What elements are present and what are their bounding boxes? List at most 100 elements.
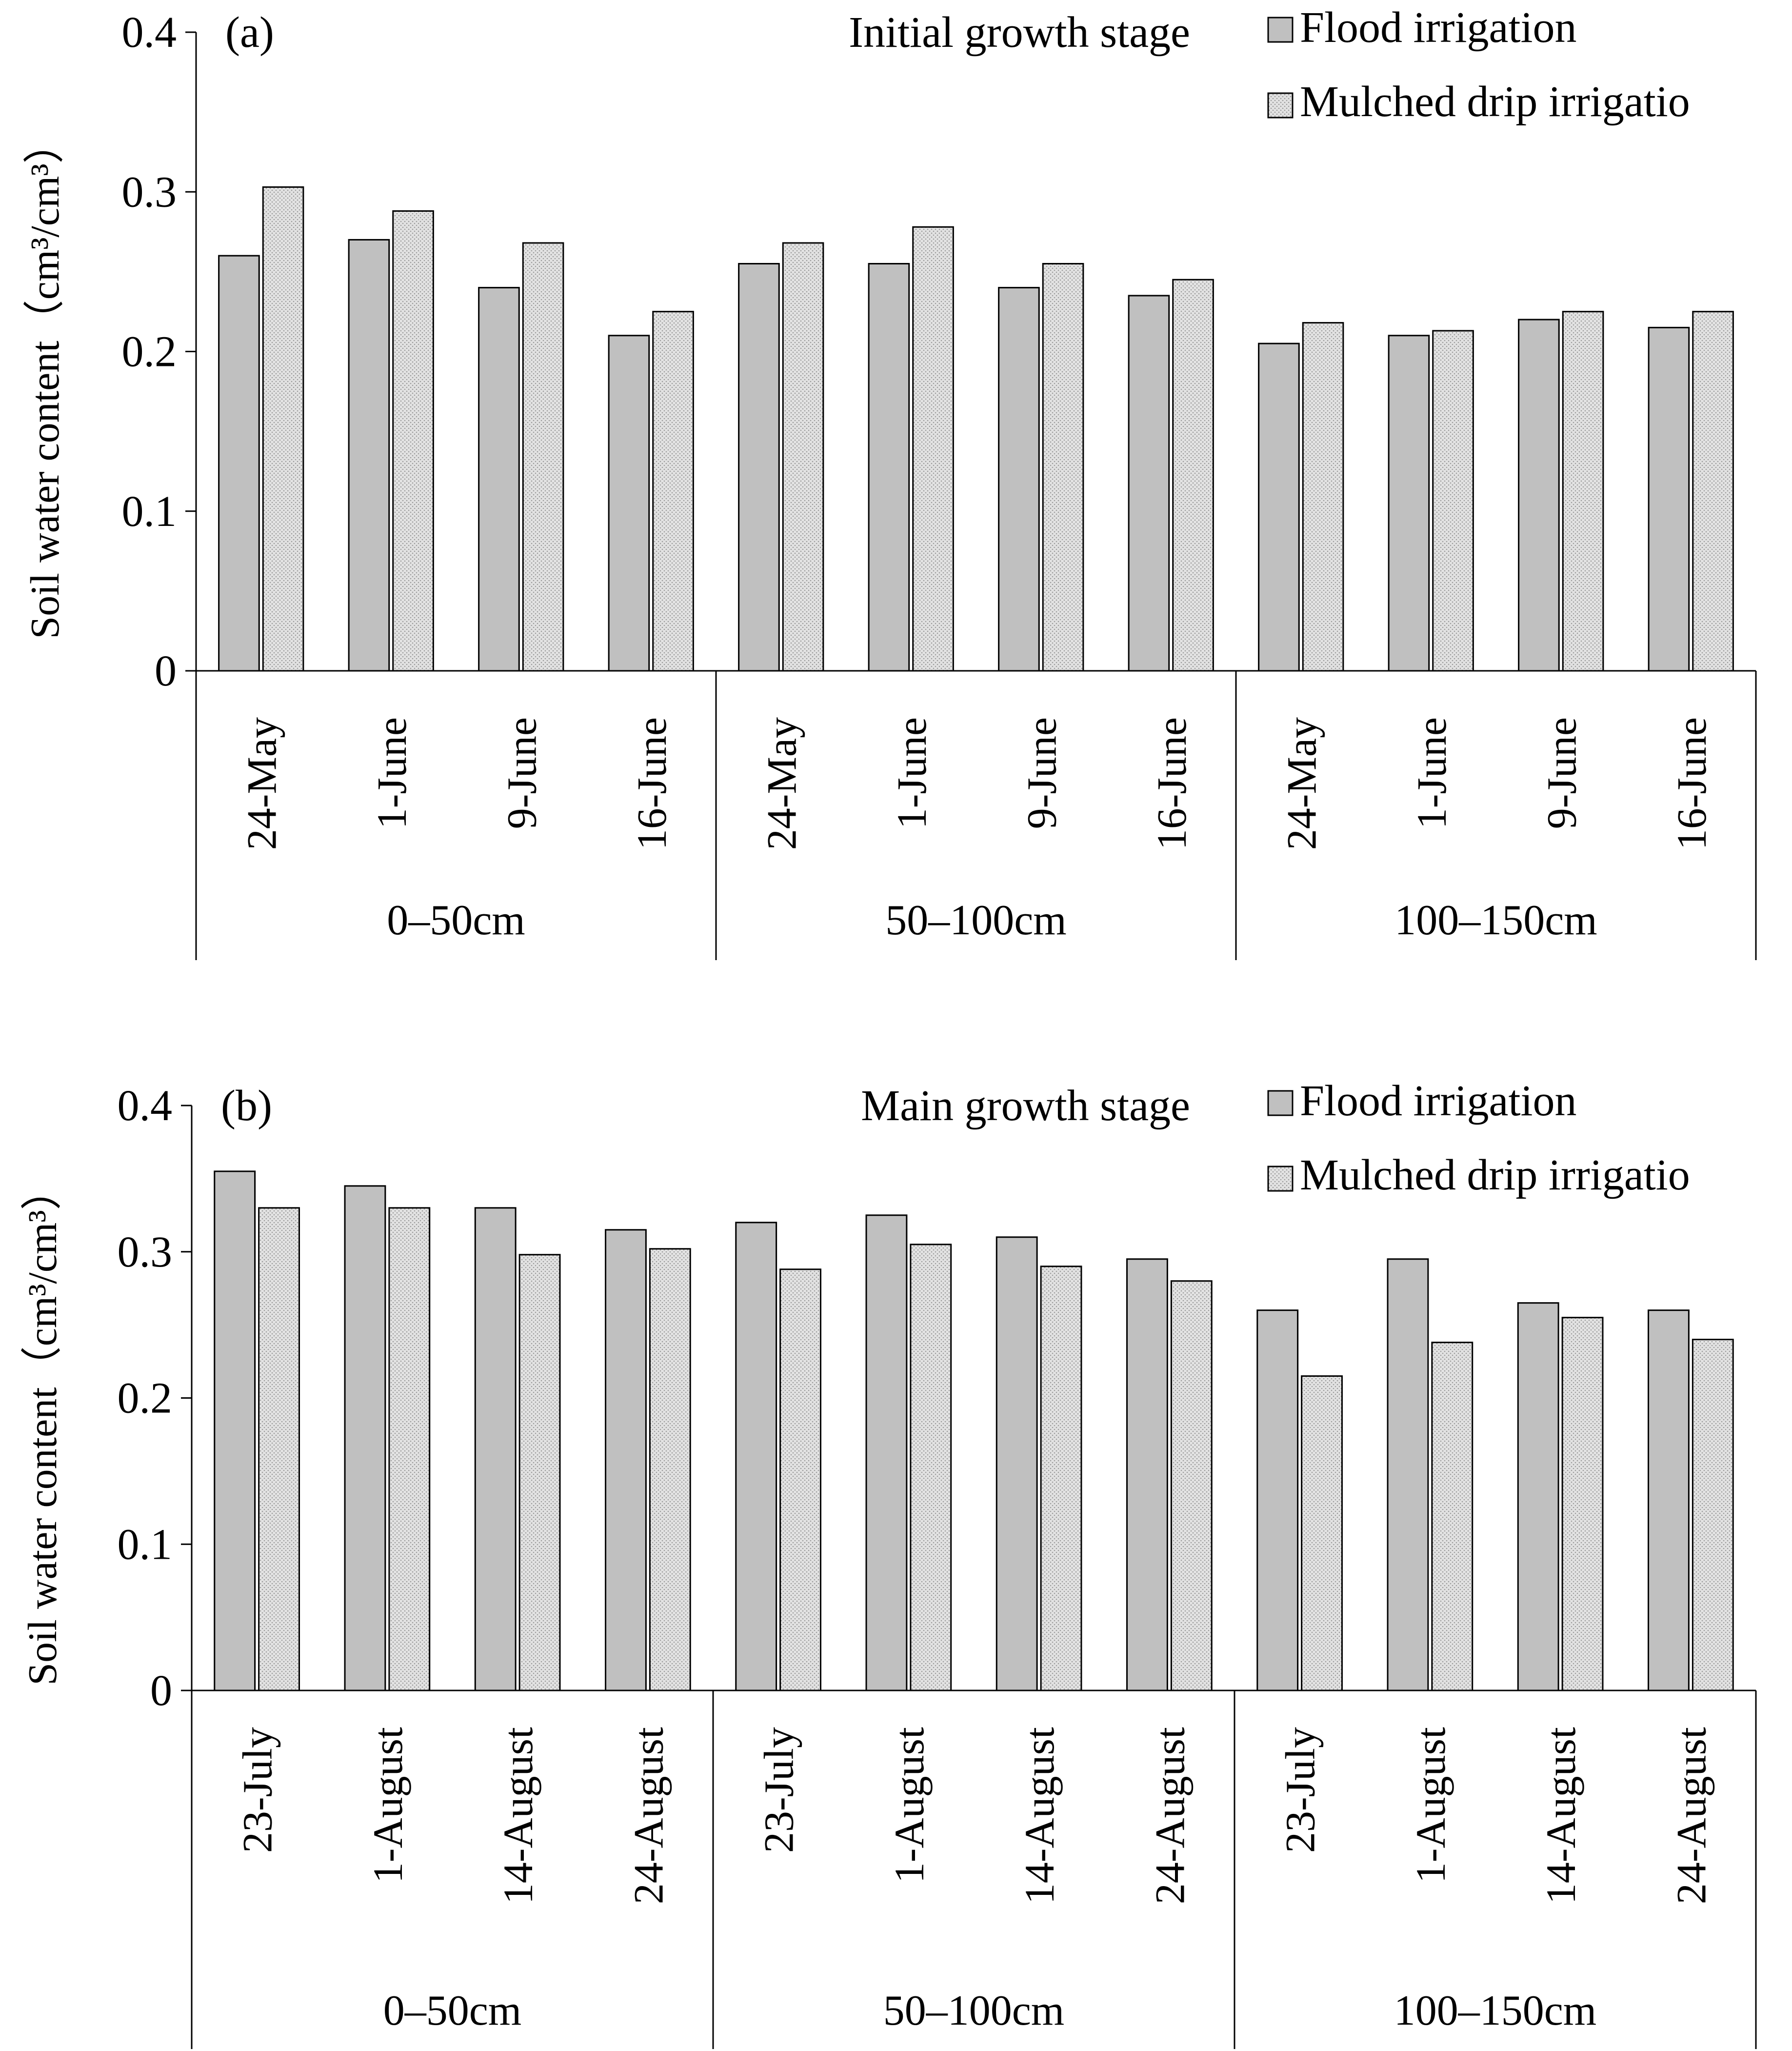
bar-mulched-drip-irrigation (1432, 330, 1474, 672)
bar-flood-irrigation (996, 1236, 1038, 1691)
x-category-label: 23-July (756, 1727, 802, 1853)
bar-mulched-drip-irrigation (649, 1248, 691, 1691)
y-tick-label: 0.3 (118, 1228, 173, 1276)
panel-label: (a) (225, 8, 274, 57)
bar-flood-irrigation (998, 287, 1040, 672)
y-axis-label: Soil water content（cm³/cm³） (20, 1169, 65, 1685)
x-category-label: 16-June (1668, 717, 1715, 850)
bar-flood-irrigation (474, 1207, 517, 1691)
bar-mulched-drip-irrigation (522, 242, 564, 672)
legend-label-flood: Flood irrigation (1300, 1077, 1576, 1125)
bar-flood-irrigation (1258, 342, 1300, 672)
bar-flood-irrigation (1648, 1309, 1690, 1691)
bar-flood-irrigation (605, 1229, 647, 1691)
bar-flood-irrigation (1387, 1258, 1429, 1691)
bar-flood-irrigation (214, 1170, 256, 1691)
bar-mulched-drip-irrigation (518, 1254, 561, 1691)
bar-flood-irrigation (1256, 1309, 1299, 1691)
bar-flood-irrigation (735, 1222, 777, 1691)
y-tick-label: 0.3 (122, 168, 177, 216)
bar-flood-irrigation (608, 335, 650, 672)
legend-label-flood: Flood irrigation (1300, 3, 1576, 52)
x-category-label: 1-August (1407, 1727, 1454, 1883)
bar-mulched-drip-irrigation (1562, 311, 1604, 672)
bar-mulched-drip-irrigation (388, 1207, 431, 1691)
bar-mulched-drip-irrigation (1301, 1375, 1343, 1691)
group-label: 100–150cm (1394, 1987, 1597, 2034)
bar-mulched-drip-irrigation (912, 226, 954, 672)
y-tick-label: 0.4 (122, 8, 177, 57)
bar-mulched-drip-irrigation (1561, 1317, 1604, 1691)
x-category-label: 9-June (1538, 717, 1585, 829)
group-label: 0–50cm (383, 1987, 522, 2034)
x-category-label: 14-August (495, 1727, 541, 1904)
x-category-label: 23-July (1277, 1727, 1324, 1853)
x-category-label: 24-May (238, 717, 285, 850)
y-tick-label: 0.1 (118, 1520, 173, 1568)
group-label: 0–50cm (387, 897, 525, 944)
y-tick-label: 0.2 (122, 328, 177, 376)
bar-flood-irrigation (218, 255, 260, 672)
bar-mulched-drip-irrigation (1172, 279, 1214, 672)
y-axis-label: Soil water content（cm³/cm³） (22, 122, 68, 639)
chart-title: Main growth stage (861, 1082, 1190, 1130)
bar-mulched-drip-irrigation (1692, 311, 1734, 672)
legend-label-mulched: Mulched drip irrigatio (1300, 78, 1690, 126)
x-category-label: 14-August (1016, 1727, 1063, 1904)
x-category-label: 24-August (1146, 1727, 1193, 1904)
group-label: 100–150cm (1394, 897, 1597, 944)
bar-mulched-drip-irrigation (392, 210, 434, 672)
bar-flood-irrigation (1518, 319, 1560, 672)
panel-a-chart: 0 0.1 0.2 0.3 0.4 Soil water content（cm³/cm³）… (22, 3, 1757, 960)
bar-flood-irrigation (1517, 1302, 1559, 1691)
legend-swatch-flood (1267, 17, 1294, 43)
bar-flood-irrigation (738, 263, 780, 672)
y-tick-label: 0.4 (118, 1082, 173, 1130)
bar-mulched-drip-irrigation (258, 1207, 300, 1691)
bar-mulched-drip-irrigation (1431, 1342, 1473, 1691)
bar-mulched-drip-irrigation (1040, 1266, 1082, 1691)
panel-label: (b) (221, 1082, 272, 1130)
x-category-label: 1-August (364, 1727, 411, 1883)
x-category-label: 1-June (1408, 717, 1455, 829)
x-category-label: 16-June (1148, 717, 1195, 850)
x-category-label: 14-August (1537, 1727, 1584, 1904)
y-tick-label: 0.1 (122, 487, 177, 536)
panel-b-chart: 0 0.1 0.2 0.3 0.4 Soil water content（cm³/cm³）… (20, 1077, 1757, 2049)
bar-flood-irrigation (1388, 335, 1430, 672)
legend-swatch-mulched (1267, 92, 1294, 119)
y-tick-label: 0 (155, 647, 177, 695)
x-category-label: 24-August (1668, 1727, 1714, 1904)
x-category-label: 24-May (758, 717, 805, 850)
bar-flood-irrigation (865, 1214, 908, 1691)
bar-flood-irrigation (1128, 295, 1170, 672)
bar-mulched-drip-irrigation (652, 311, 694, 672)
legend-label-mulched: Mulched drip irrigatio (1300, 1151, 1690, 1199)
bar-mulched-drip-irrigation (910, 1244, 952, 1691)
x-category-label: 1-June (368, 717, 415, 829)
bar-mulched-drip-irrigation (779, 1268, 821, 1691)
bar-mulched-drip-irrigation (1692, 1339, 1734, 1691)
bar-mulched-drip-irrigation (782, 242, 824, 672)
bar-flood-irrigation (478, 287, 520, 672)
x-category-label: 1-June (888, 717, 935, 829)
bar-flood-irrigation (348, 239, 390, 672)
bar-flood-irrigation (1126, 1258, 1168, 1691)
y-tick-label: 0.2 (118, 1374, 173, 1423)
bar-mulched-drip-irrigation (1170, 1280, 1213, 1691)
group-label: 50–100cm (883, 1987, 1065, 2034)
bar-flood-irrigation (344, 1185, 386, 1691)
x-category-label: 9-June (1018, 717, 1065, 829)
x-category-label: 24-August (625, 1727, 672, 1904)
bar-mulched-drip-irrigation (1302, 322, 1344, 672)
chart-title: Initial growth stage (849, 8, 1190, 57)
legend-swatch-flood (1267, 1090, 1294, 1116)
bar-flood-irrigation (868, 263, 910, 672)
x-category-label: 16-June (628, 717, 675, 850)
x-category-label: 1-August (886, 1727, 933, 1883)
legend-swatch-mulched (1267, 1166, 1294, 1192)
bar-mulched-drip-irrigation (1042, 263, 1084, 672)
bar-mulched-drip-irrigation (262, 186, 304, 672)
y-tick-label: 0 (150, 1667, 172, 1715)
